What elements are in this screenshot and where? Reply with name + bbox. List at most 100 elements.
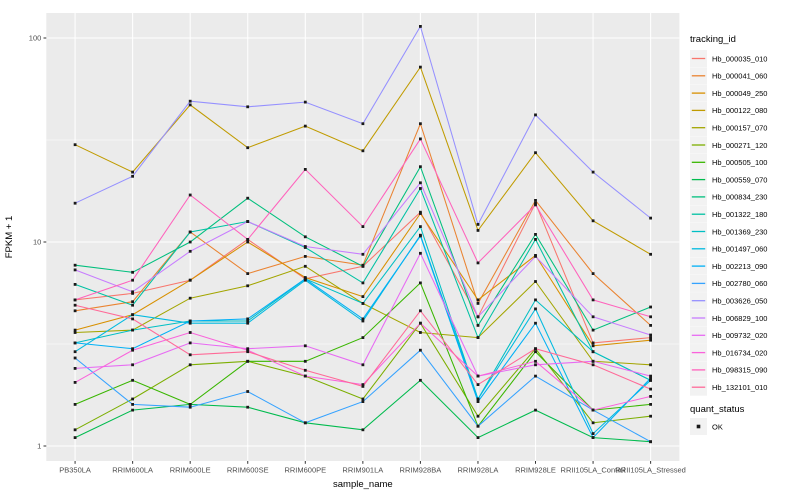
data-point xyxy=(476,302,480,305)
data-point xyxy=(246,238,250,241)
data-point xyxy=(419,25,422,28)
data-point xyxy=(73,283,77,286)
data-point xyxy=(188,321,192,325)
data-point xyxy=(131,290,134,294)
data-point xyxy=(649,440,652,444)
x-tick-label: RRIM600PE xyxy=(284,466,326,475)
data-point xyxy=(419,225,422,228)
data-point xyxy=(591,350,595,354)
data-point xyxy=(303,359,307,363)
data-point xyxy=(361,264,365,268)
data-point xyxy=(131,328,134,332)
data-point xyxy=(419,251,422,255)
data-point xyxy=(73,328,77,332)
data-point xyxy=(476,400,480,403)
data-point xyxy=(73,298,77,302)
x-tick-label: RRIM928LE xyxy=(515,466,556,475)
data-point xyxy=(73,367,77,370)
data-point xyxy=(534,280,537,283)
data-point xyxy=(131,347,134,351)
data-point xyxy=(476,414,480,418)
data-point xyxy=(188,296,192,300)
legend-label: Hb_000157_070 xyxy=(712,124,767,133)
data-point xyxy=(591,408,595,412)
data-point xyxy=(591,432,595,435)
data-point xyxy=(534,374,537,378)
data-point xyxy=(73,350,77,354)
data-point xyxy=(476,383,480,386)
data-point xyxy=(649,315,652,319)
data-point xyxy=(476,261,480,265)
legend-label: Hb_000122_080 xyxy=(712,106,767,115)
data-point xyxy=(534,363,537,367)
data-point xyxy=(246,284,250,288)
data-point xyxy=(188,193,192,197)
data-point xyxy=(131,378,134,382)
data-point xyxy=(591,341,595,345)
data-point xyxy=(188,341,192,345)
data-point xyxy=(303,368,307,372)
data-point xyxy=(131,317,134,321)
legend-label: Hb_009732_020 xyxy=(712,331,767,340)
quant-status-label: OK xyxy=(712,422,723,431)
data-point xyxy=(476,223,480,226)
data-point xyxy=(131,348,134,352)
data-point xyxy=(534,238,537,241)
data-point xyxy=(534,233,537,236)
data-point xyxy=(649,252,652,256)
data-point xyxy=(476,229,480,232)
legend-label: Hb_000035_010 xyxy=(712,54,767,63)
legend-label: Hb_006829_100 xyxy=(712,314,767,323)
data-point xyxy=(246,348,250,352)
data-point xyxy=(534,359,537,363)
data-point xyxy=(303,100,307,104)
data-point xyxy=(476,315,480,319)
legend-label: Hb_098315_090 xyxy=(712,366,767,375)
data-point xyxy=(361,400,365,403)
data-point xyxy=(419,165,422,169)
x-tick-label: PB350LA xyxy=(59,466,91,475)
data-point xyxy=(188,99,192,103)
data-point xyxy=(361,317,365,321)
legend-label: Hb_002780_060 xyxy=(712,279,767,288)
data-point xyxy=(188,363,192,367)
data-point xyxy=(476,397,480,401)
data-point xyxy=(131,397,134,401)
data-point xyxy=(361,428,365,432)
data-point xyxy=(73,331,77,334)
data-point xyxy=(361,383,365,386)
data-point xyxy=(131,300,134,304)
data-point xyxy=(534,255,537,258)
data-point xyxy=(73,403,77,406)
legend-label: Hb_000049_250 xyxy=(712,89,767,98)
data-point xyxy=(419,137,422,141)
data-point xyxy=(246,146,250,150)
data-point xyxy=(649,363,652,367)
x-tick-label: RRII105LA_Control xyxy=(561,466,626,475)
data-point xyxy=(246,390,250,393)
data-point xyxy=(649,216,652,220)
data-point xyxy=(534,347,537,351)
data-point xyxy=(534,307,537,311)
data-point xyxy=(419,348,422,352)
data-point xyxy=(131,174,134,178)
data-point xyxy=(131,403,134,406)
data-point xyxy=(591,219,595,223)
data-point xyxy=(649,338,652,342)
data-point xyxy=(73,263,77,267)
x-axis-title: sample_name xyxy=(333,479,393,490)
y-tick-label: 10 xyxy=(33,238,41,247)
data-point xyxy=(303,264,307,268)
data-point xyxy=(591,170,595,174)
data-point xyxy=(73,436,77,439)
data-point xyxy=(246,321,250,325)
data-point xyxy=(303,124,307,128)
data-point xyxy=(361,336,365,339)
data-point xyxy=(303,255,307,258)
data-point xyxy=(476,436,480,439)
data-point xyxy=(534,201,537,205)
legend-label: Hb_000271_120 xyxy=(712,141,767,150)
legend-label: Hb_000559_070 xyxy=(712,175,767,184)
data-point xyxy=(361,302,365,305)
